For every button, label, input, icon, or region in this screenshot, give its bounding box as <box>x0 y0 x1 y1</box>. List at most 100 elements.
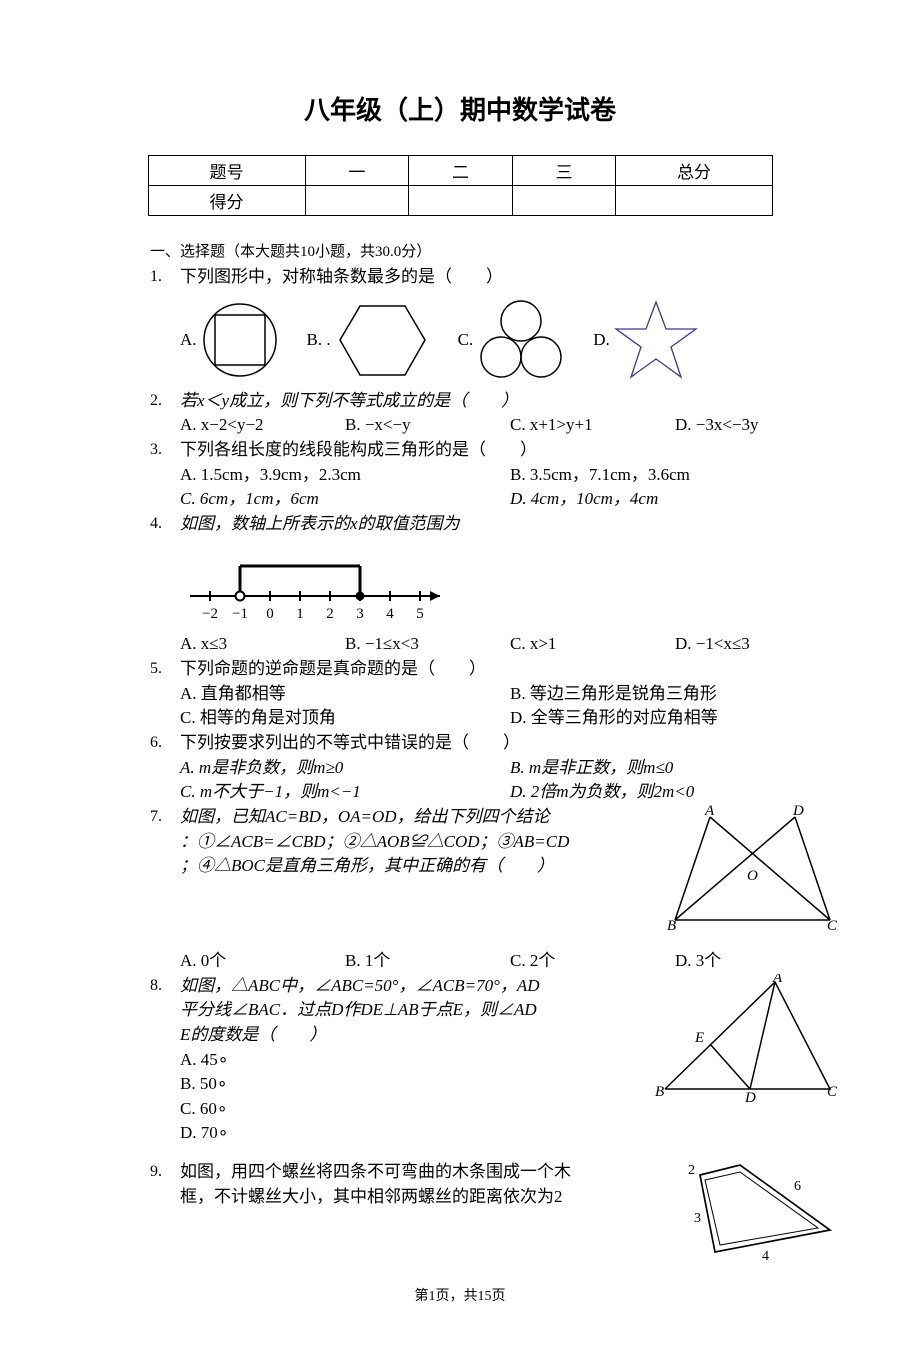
option-c: C. 2个 <box>510 949 675 974</box>
q-stem: 如图，数轴上所表示的x的取值范围为 <box>180 512 840 537</box>
col-header: 总分 <box>616 156 772 186</box>
option-row: A. 0个 B. 1个 C. 2个 D. 3个 <box>180 949 840 974</box>
option-label: C. <box>458 328 474 353</box>
svg-text:D: D <box>744 1090 756 1104</box>
question-3: 3. 下列各组长度的线段能构成三角形的是（ ） A. 1.5cm，3.9cm，2… <box>150 438 840 512</box>
svg-text:A: A <box>704 805 715 819</box>
table-row: 得分 <box>148 186 772 216</box>
option-a: A. <box>180 301 279 379</box>
option-row: A. x−2<y−2 B. −x<−y C. x+1>y+1 D. −3x<−3… <box>180 413 840 438</box>
score-table: 题号 一 二 三 总分 得分 <box>148 155 773 216</box>
option-d: D. 3个 <box>675 949 840 974</box>
svg-text:C: C <box>827 918 838 934</box>
option-label: B. . <box>307 328 331 353</box>
svg-text:1: 1 <box>296 606 304 622</box>
svg-text:D: D <box>792 805 804 819</box>
page-footer: 第1页，共15页 <box>80 1285 840 1305</box>
svg-text:B: B <box>655 1084 664 1100</box>
table-row: 题号 一 二 三 总分 <box>148 156 772 186</box>
option-row: A. 1.5cm，3.9cm，2.3cm B. 3.5cm，7.1cm，3.6c… <box>180 463 840 512</box>
option-b: B. 等边三角形是锐角三角形 <box>510 682 840 707</box>
option-d: D. <box>593 299 699 381</box>
svg-text:C: C <box>827 1084 838 1100</box>
three-circles-icon <box>477 299 565 381</box>
q-stem: 下列各组长度的线段能构成三角形的是（ ） <box>180 438 840 463</box>
q-number: 1. <box>150 265 180 288</box>
option-row: A. x≤3 B. −1≤x<3 C. x>1 D. −1<x≤3 <box>180 632 840 657</box>
option-a: A. 0个 <box>180 949 345 974</box>
hexagon-icon <box>335 298 430 383</box>
col-header: 题号 <box>148 156 305 186</box>
question-9: 9. 2 6 3 4 如图，用四个螺丝将四条不可弯曲的木条围成一个木 框，不计螺… <box>150 1160 840 1265</box>
option-d: D. 4cm，10cm，4cm <box>510 487 840 512</box>
option-d: D. −1<x≤3 <box>675 632 840 657</box>
option-c: C. x+1>y+1 <box>510 413 675 438</box>
svg-text:−1: −1 <box>232 606 248 622</box>
col-header: 一 <box>305 156 409 186</box>
svg-text:0: 0 <box>266 606 274 622</box>
question-8: 8. A B C D E 如图，△ABC中，∠ABC=50°，∠ACB=70°，… <box>150 974 840 1146</box>
svg-text:E: E <box>694 1030 704 1046</box>
triangle-diagram-icon: A D B C O <box>665 805 840 935</box>
option-b: B. −1≤x<3 <box>345 632 510 657</box>
svg-text:A: A <box>772 974 783 986</box>
question-4: 4. 如图，数轴上所表示的x的取值范围为 −2 −1 0 1 2 <box>150 512 840 657</box>
option-c: C. 相等的角是对顶角 <box>180 706 510 731</box>
option-c: C. m不大于−1，则m<−1 <box>180 780 510 805</box>
option-label: A. <box>180 328 197 353</box>
star-icon <box>614 299 699 381</box>
option-row: A. 直角都相等 B. 等边三角形是锐角三角形 C. 相等的角是对顶角 D. 全… <box>180 682 840 731</box>
number-line-icon: −2 −1 0 1 2 3 4 5 <box>180 546 460 626</box>
svg-text:−2: −2 <box>202 606 218 622</box>
q-stem: 下列按要求列出的不等式中错误的是（ ） <box>180 731 840 756</box>
svg-text:2: 2 <box>688 1163 695 1178</box>
question-6: 6. 下列按要求列出的不等式中错误的是（ ） A. m是非负数，则m≥0 B. … <box>150 731 840 805</box>
svg-text:4: 4 <box>386 606 394 622</box>
q-number: 9. <box>150 1160 180 1183</box>
triangle-bisector-icon: A B C D E <box>655 974 840 1104</box>
section-heading: 一、选择题（本大题共10小题，共30.0分） <box>150 240 840 261</box>
option-a: A. x≤3 <box>180 632 345 657</box>
option-b: B. m是非正数，则m≤0 <box>510 756 840 781</box>
cell-blank <box>616 186 772 216</box>
col-header: 三 <box>512 156 616 186</box>
option-d: D. 2倍m为负数，则2m<0 <box>510 780 840 805</box>
option-d: D. 全等三角形的对应角相等 <box>510 706 840 731</box>
svg-text:3: 3 <box>356 606 364 622</box>
q-stem: 下列图形中，对称轴条数最多的是（ ） <box>180 265 840 290</box>
question-2: 2. 若x＜y成立，则下列不等式成立的是（ ） A. x−2<y−2 B. −x… <box>150 389 840 438</box>
option-a: A. 直角都相等 <box>180 682 510 707</box>
option-a: A. x−2<y−2 <box>180 413 345 438</box>
question-1: 1. 下列图形中，对称轴条数最多的是（ ） A. B. . <box>150 265 840 383</box>
cell-blank <box>409 186 513 216</box>
question-7: 7. A D B C O 如图，已知AC=BD，OA=OD，给出下列 <box>150 805 840 974</box>
q-stem: 下列命题的逆命题是真命题的是（ ） <box>180 657 840 682</box>
option-c: C. <box>458 299 566 381</box>
col-header: 二 <box>409 156 513 186</box>
svg-text:6: 6 <box>794 1179 801 1194</box>
option-b: B. −x<−y <box>345 413 510 438</box>
svg-text:2: 2 <box>326 606 334 622</box>
option-label: D. <box>593 328 610 353</box>
option-row: A. m是非负数，则m≥0 B. m是非正数，则m≤0 C. m不大于−1，则m… <box>180 756 840 805</box>
option-b: B. 1个 <box>345 949 510 974</box>
q-stem: 若x＜y成立，则下列不等式成立的是（ ） <box>180 389 840 414</box>
q-number: 3. <box>150 438 180 461</box>
q-number: 8. <box>150 974 180 997</box>
svg-text:O: O <box>747 868 758 884</box>
q-number: 6. <box>150 731 180 754</box>
question-5: 5. 下列命题的逆命题是真命题的是（ ） A. 直角都相等 B. 等边三角形是锐… <box>150 657 840 731</box>
row-label: 得分 <box>148 186 305 216</box>
quadrilateral-frame-icon: 2 6 3 4 <box>680 1160 840 1265</box>
svg-text:4: 4 <box>762 1249 769 1264</box>
option-c: C. 6cm，1cm，6cm <box>180 487 510 512</box>
q-number: 7. <box>150 805 180 828</box>
cell-blank <box>512 186 616 216</box>
option-a: A. 1.5cm，3.9cm，2.3cm <box>180 463 510 488</box>
q-number: 2. <box>150 389 180 412</box>
option-d: D. −3x<−3y <box>675 413 840 438</box>
svg-text:B: B <box>667 918 676 934</box>
svg-text:5: 5 <box>416 606 424 622</box>
cell-blank <box>305 186 409 216</box>
q-number: 4. <box>150 512 180 535</box>
